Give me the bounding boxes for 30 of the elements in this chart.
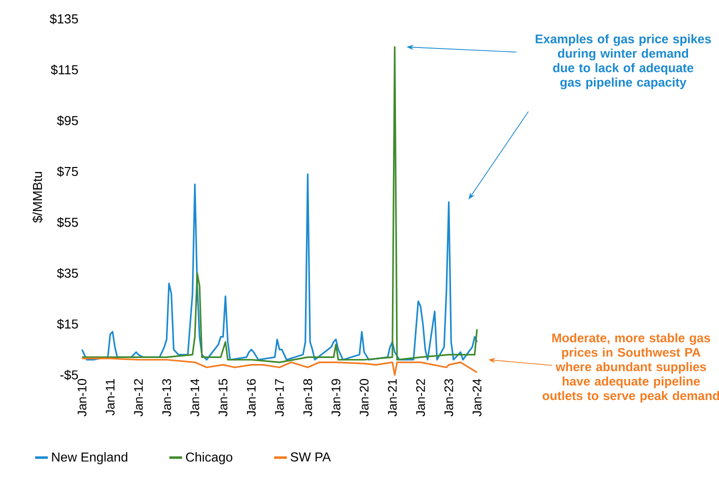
x-tick-label: Jan-13 (162, 379, 172, 416)
y-tick-label: $35 (57, 268, 78, 279)
legend-label: SW PA (290, 452, 331, 462)
x-tick-label: Jan-15 (218, 379, 228, 416)
line-series (81, 358, 478, 376)
y-tick-label: $75 (57, 166, 78, 177)
y-tick-label: $55 (57, 217, 78, 228)
y-tick-label: $135 (50, 14, 78, 24)
x-tick-label: Jan-12 (134, 379, 143, 416)
legend-label: New England (52, 452, 128, 464)
legend-label: Chicago (186, 452, 232, 464)
y-tick-label: $15 (57, 318, 78, 330)
y-tick-label: -$5 (60, 370, 78, 380)
x-tick-label: Jan-18 (303, 379, 312, 416)
text: Examples of gas price spikes during winter demand due to lack of adequate gas pipeline capacity (536, 34, 711, 90)
x-tick-label: Jan-20 (360, 379, 369, 416)
x-tick-label: Jan-22 (416, 379, 425, 416)
y-tick-label: $95 (57, 115, 78, 126)
x-tick-label: Jan-24 (472, 378, 482, 416)
x-tick-label: Jan-10 (78, 379, 86, 416)
x-tick-label: Jan-11 (106, 379, 115, 416)
y-tick-label: $115 (50, 64, 78, 76)
y-axis-title: $/MMBtu (32, 172, 43, 223)
x-tick-label: Jan-19 (332, 379, 340, 416)
x-tick-label: Jan-23 (444, 379, 454, 416)
x-tick-label: Jan-21 (388, 379, 397, 416)
x-tick-label: Jan-17 (275, 379, 284, 416)
x-tick-label: Jan-16 (246, 379, 256, 416)
text: Moderate, more stable gas prices in Southwest PA where abundant supplies have adequate pipeline outlets to serve peak demand (542, 333, 719, 403)
x-tick-label: Jan-14 (190, 378, 200, 416)
